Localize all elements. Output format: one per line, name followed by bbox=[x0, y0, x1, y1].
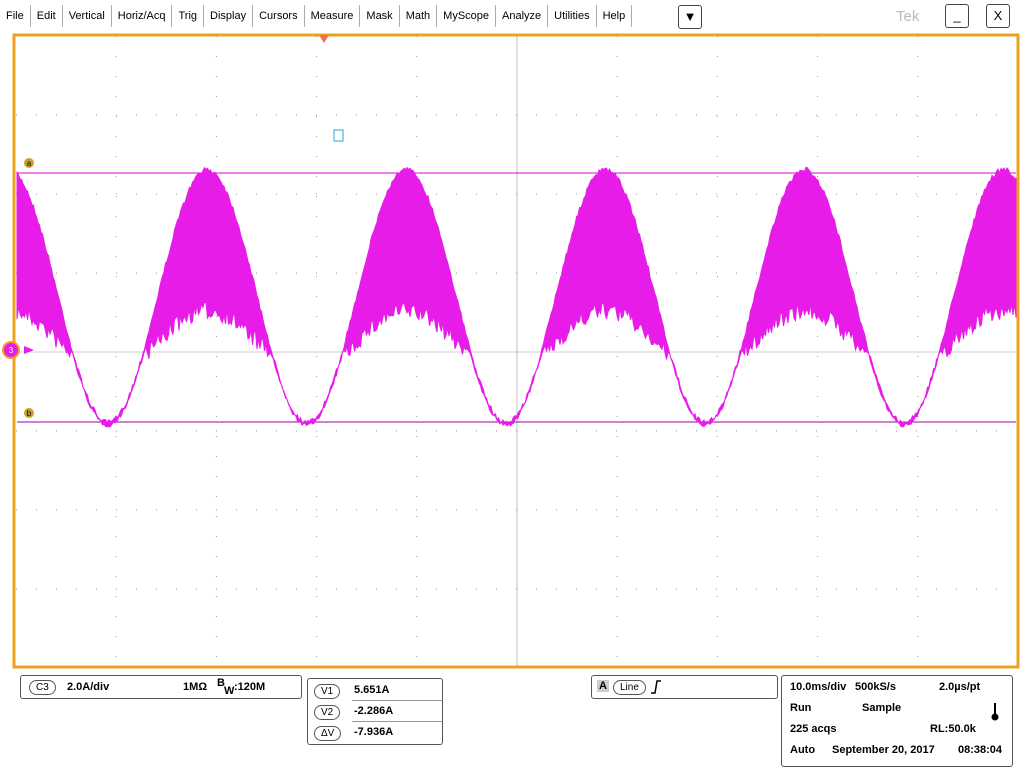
bandwidth-value: :120M bbox=[234, 681, 266, 693]
menu-item[interactable]: File bbox=[0, 5, 31, 27]
waveform bbox=[16, 166, 1017, 428]
bandwidth-sub: W bbox=[224, 685, 235, 697]
level-a-badge bbox=[24, 158, 34, 168]
cursor-readout[interactable]: V1 5.651A V2 -2.286A ΔV -7.936A bbox=[307, 678, 443, 745]
sample-rate: 500kS/s bbox=[855, 681, 896, 693]
cursor-value: -2.286A bbox=[354, 705, 394, 717]
channel-label: C3 bbox=[29, 680, 56, 695]
ground-arrow bbox=[24, 346, 34, 354]
menu-dropdown[interactable]: ▼ bbox=[678, 5, 702, 29]
resolution: 2.0µs/pt bbox=[939, 681, 981, 693]
channel-badge bbox=[2, 341, 20, 359]
acq-mode: Sample bbox=[862, 702, 902, 714]
timebase: 10.0ms/div bbox=[790, 681, 847, 693]
menu-item[interactable]: Edit bbox=[31, 5, 63, 27]
brand: Tek bbox=[896, 8, 920, 25]
trigger-label: A bbox=[597, 680, 609, 692]
menu-bar: File Edit Vertical Horiz/Acq Trig Display Curs… bbox=[0, 0, 633, 32]
menu-item[interactable]: Help bbox=[597, 5, 633, 27]
cursor-divider bbox=[352, 700, 442, 701]
acq-count: 225 acqs bbox=[790, 723, 837, 735]
level-b-label: b bbox=[27, 409, 32, 418]
record-length: RL:50.0k bbox=[930, 723, 976, 735]
menu-item[interactable]: MyScope bbox=[437, 5, 497, 27]
level-a-label: a bbox=[27, 159, 32, 168]
date: September 20, 2017 bbox=[832, 744, 935, 756]
graticule-border bbox=[12, 33, 1020, 669]
trigger-position bbox=[319, 35, 329, 43]
menu-item[interactable]: Vertical bbox=[63, 5, 112, 27]
grid bbox=[16, 36, 1016, 666]
cursor-value: -7.936A bbox=[354, 726, 394, 738]
acquisition-readout[interactable]: 10.0ms/div 500kS/s 2.0µs/pt Run Sample 2… bbox=[781, 675, 1013, 767]
trigger-readout[interactable]: A Line bbox=[591, 675, 778, 699]
menu-item[interactable]: Mask bbox=[360, 5, 400, 27]
cursor-label: V2 bbox=[314, 705, 341, 720]
channel-scale: 2.0A/div bbox=[67, 681, 110, 693]
graticule-area: a b 3 bbox=[2, 33, 1020, 669]
menu-item[interactable]: Trig bbox=[172, 5, 205, 27]
cursor-marker bbox=[333, 129, 344, 142]
menu-item[interactable]: Utilities bbox=[548, 5, 597, 27]
status-icon bbox=[991, 703, 999, 721]
minimize-button[interactable]: _ bbox=[945, 4, 969, 28]
menu-item[interactable]: Math bbox=[400, 5, 438, 27]
menu-item[interactable]: Display bbox=[204, 5, 254, 27]
time: 08:38:04 bbox=[958, 744, 1003, 756]
cursor-value: 5.651A bbox=[354, 684, 390, 696]
cursor-label: ΔV bbox=[314, 726, 342, 741]
level-b-badge bbox=[24, 408, 34, 418]
trigger-mode: Auto bbox=[790, 744, 816, 756]
cursor-divider bbox=[352, 721, 442, 722]
bandwidth-prefix: B bbox=[217, 677, 225, 689]
channel-ground-label: 3 bbox=[9, 346, 14, 355]
menu-item[interactable]: Measure bbox=[305, 5, 361, 27]
close-button[interactable]: X bbox=[986, 4, 1010, 28]
menu-item[interactable]: Horiz/Acq bbox=[112, 5, 173, 27]
menu-item[interactable]: Cursors bbox=[253, 5, 305, 27]
trigger-slope bbox=[651, 680, 661, 694]
menu-item[interactable]: Analyze bbox=[496, 5, 549, 27]
channel-readout[interactable]: C3 2.0A/div 1MΩ B W :120M bbox=[20, 675, 302, 699]
run-state: Run bbox=[790, 702, 812, 714]
cursor-label: V1 bbox=[314, 684, 341, 699]
trigger-source: Line bbox=[613, 680, 646, 695]
channel-impedance: 1MΩ bbox=[183, 681, 208, 693]
